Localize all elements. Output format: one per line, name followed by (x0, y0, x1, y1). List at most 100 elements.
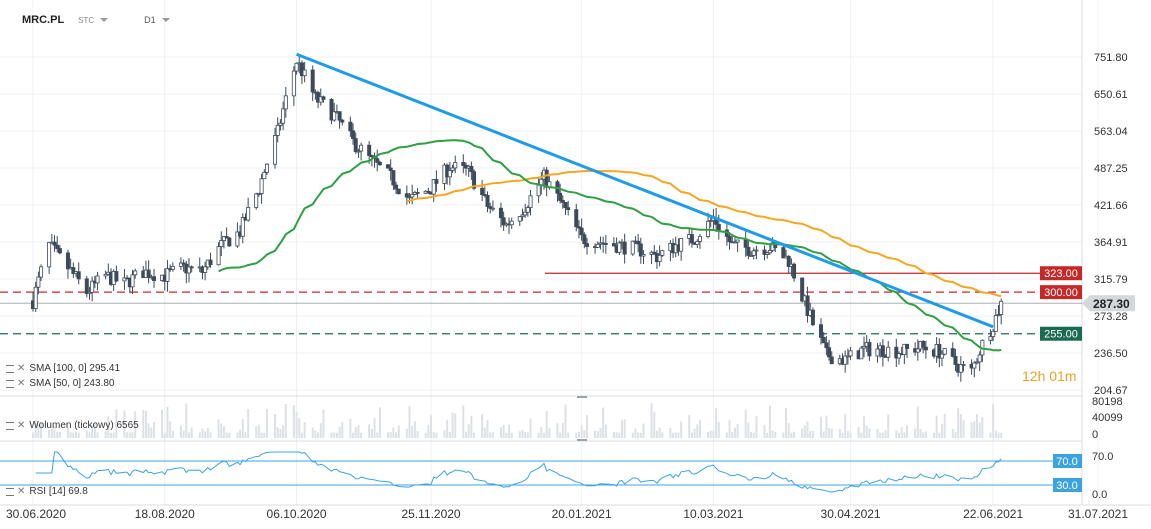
volume-bar (483, 427, 486, 438)
grid (0, 0, 1151, 506)
volume-bar (884, 430, 887, 438)
candle-body (695, 241, 700, 245)
close-icon[interactable]: ✕ (17, 378, 26, 389)
candle-body (732, 241, 737, 244)
volume-bar (978, 422, 981, 438)
candle-body (146, 269, 151, 278)
volume-bar (303, 421, 306, 438)
candle-body (824, 342, 829, 349)
mode-dropdown-icon[interactable] (100, 18, 109, 22)
candle-body (660, 250, 665, 256)
volume-bar (128, 432, 131, 438)
candle-body (923, 346, 928, 351)
volume-bar (217, 418, 220, 438)
candle-body (186, 266, 191, 274)
volume-bar (292, 405, 295, 438)
volume-bar (849, 432, 852, 438)
candle-body (264, 163, 269, 173)
volume-bar (333, 432, 336, 438)
volume-bar (634, 428, 637, 438)
volume-bar (126, 432, 129, 438)
candle-body (958, 364, 963, 373)
candle-body (353, 138, 358, 152)
candle-body (525, 207, 530, 213)
volume-bar (763, 425, 766, 438)
rsi-panel: 70.0 30.0 70.0 0.0 (0, 451, 1113, 501)
volume-bar (841, 432, 844, 438)
candle-body (294, 62, 299, 72)
close-icon[interactable]: ✕ (17, 363, 26, 374)
legend-sma50[interactable]: ✕ SMA [50, 0] 243.80 (6, 378, 114, 389)
volume-bars: 80198 40099 0 (32, 396, 1123, 441)
candle-body (805, 295, 810, 316)
volume-bar (728, 420, 731, 438)
drag-handle-icon[interactable] (6, 487, 14, 496)
volume-bar (696, 424, 699, 438)
candle-body (991, 330, 996, 337)
volume-bar (467, 424, 470, 438)
candle-body (603, 243, 608, 245)
candle-body (843, 355, 848, 365)
volume-bar (602, 407, 605, 438)
timeframe-label[interactable]: D1 (144, 15, 156, 25)
volume-bar (222, 426, 225, 438)
drag-handle-icon[interactable] (6, 364, 14, 373)
candle-body (894, 346, 899, 359)
volume-bar (887, 414, 890, 438)
volume-bar (510, 432, 513, 438)
mode-label[interactable]: STC (78, 15, 95, 25)
volume-bar (793, 431, 796, 438)
time-tick-label: 20.01.2021 (552, 507, 612, 521)
candle-body (622, 241, 627, 255)
candle-body (942, 348, 947, 355)
volume-bar (411, 426, 414, 438)
volume-bar (559, 432, 562, 438)
drag-handle-icon[interactable] (6, 379, 14, 388)
sma100-line (406, 170, 1002, 298)
candle-body (595, 243, 600, 248)
volume-bar (322, 409, 325, 438)
candle-body (940, 353, 945, 359)
volume-bar (378, 407, 381, 438)
candle-body (937, 344, 942, 359)
volume-bar (317, 432, 320, 438)
volume-bar (903, 432, 906, 438)
candle-body (254, 193, 259, 208)
candle-body (469, 165, 474, 173)
candle-body (679, 237, 684, 252)
candle-body (36, 276, 41, 288)
candle-body (259, 178, 264, 194)
volume-bar (989, 432, 992, 438)
volume-bar (992, 404, 995, 438)
candle-body (636, 240, 641, 245)
candle-body (999, 300, 1004, 315)
price-tick-label: 487.25 (1094, 163, 1128, 175)
timeframe-dropdown-icon[interactable] (161, 18, 170, 22)
symbol-label[interactable]: MRC.PL (22, 14, 65, 26)
candle-body (558, 192, 563, 201)
close-icon[interactable]: ✕ (17, 486, 26, 497)
drag-handle-icon[interactable] (6, 421, 14, 430)
volume-bar (274, 414, 277, 438)
candle-body (178, 262, 183, 267)
legend-sma100[interactable]: ✕ SMA [100, 0] 295.41 (6, 363, 120, 374)
volume-bar (360, 432, 363, 438)
price-tick-label: 364.91 (1094, 237, 1128, 249)
volume-bar (744, 409, 747, 438)
candle-body (391, 170, 396, 186)
volume-bar (489, 432, 492, 438)
horizontal-levels[interactable] (0, 272, 1082, 335)
legend-volume[interactable]: ✕ Wolumen (tickowy) 6565 (6, 420, 139, 431)
volume-bar (707, 432, 710, 438)
volume-bar (785, 407, 788, 438)
candle-body (394, 184, 399, 190)
close-icon[interactable]: ✕ (17, 420, 26, 431)
candle-body (410, 193, 415, 198)
volume-bar (819, 416, 822, 438)
volume-bar (220, 423, 223, 438)
legend-rsi[interactable]: ✕ RSI [14] 69.8 (6, 486, 88, 497)
candle-body (431, 179, 436, 195)
trend-line[interactable] (296, 52, 994, 329)
volume-bar (975, 414, 978, 438)
